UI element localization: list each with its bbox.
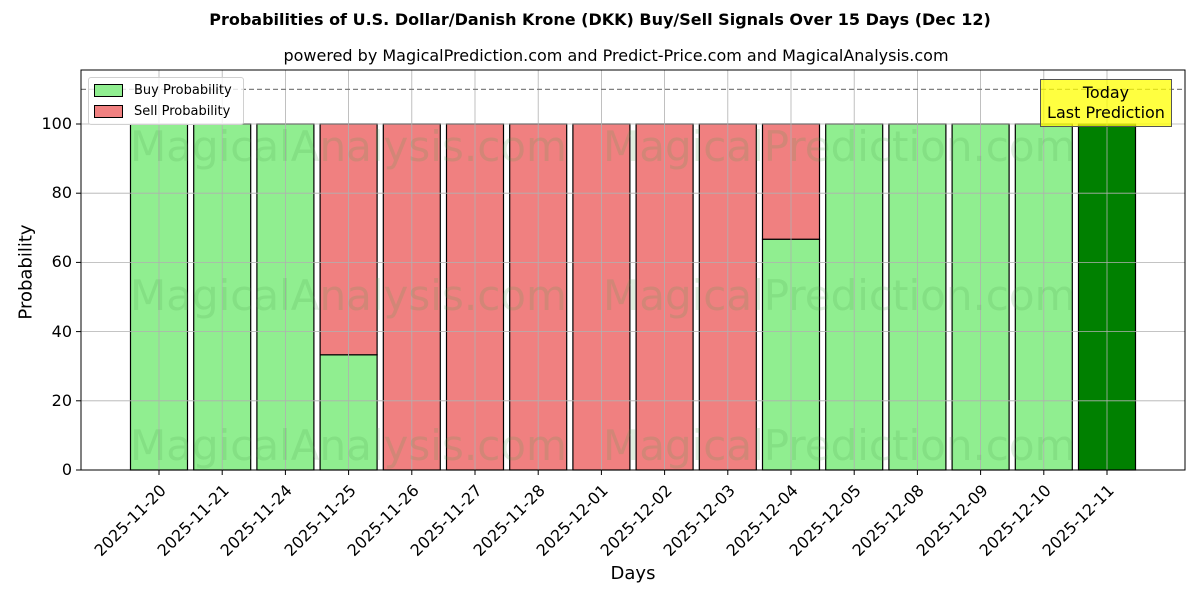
legend-buy-label: Buy Probability xyxy=(134,82,232,98)
y-tick-label: 40 xyxy=(51,321,72,341)
legend-item-sell: Sell Probability xyxy=(94,103,230,119)
today-annotation: Today Last Prediction xyxy=(1040,79,1172,127)
y-tick-label: 60 xyxy=(51,252,72,272)
watermark-text: MagicalPrediction.com xyxy=(603,271,1076,320)
y-axis-label: Probability xyxy=(15,224,37,320)
annotation-line-1: Today xyxy=(1082,83,1130,102)
legend: Buy Probability Sell Probability xyxy=(88,77,244,125)
chart-title: Probabilities of U.S. Dollar/Danish Kron… xyxy=(209,10,991,29)
watermark-text: MagicalPrediction.com xyxy=(603,421,1076,470)
legend-item-buy: Buy Probability xyxy=(94,82,232,98)
y-tick-label: 20 xyxy=(51,390,72,410)
y-tick-label: 0 xyxy=(61,460,72,479)
chart-subtitle: powered by MagicalPrediction.com and Pre… xyxy=(283,46,949,65)
sell-swatch-icon xyxy=(94,104,123,118)
y-tick-label: 80 xyxy=(51,183,72,203)
buy-swatch-icon xyxy=(94,83,123,97)
watermark-text: MagicalAnalysis.com xyxy=(130,122,567,171)
watermark-text: MagicalAnalysis.com xyxy=(130,271,567,320)
y-tick-label: 100 xyxy=(41,114,72,133)
axes-frame xyxy=(80,69,1186,471)
legend-sell-label: Sell Probability xyxy=(134,103,231,119)
watermark-text: MagicalPrediction.com xyxy=(603,122,1076,171)
x-axis-label: Days xyxy=(610,563,656,584)
watermark-text: MagicalAnalysis.com xyxy=(130,421,567,470)
annotation-line-2: Last Prediction xyxy=(1047,103,1165,122)
